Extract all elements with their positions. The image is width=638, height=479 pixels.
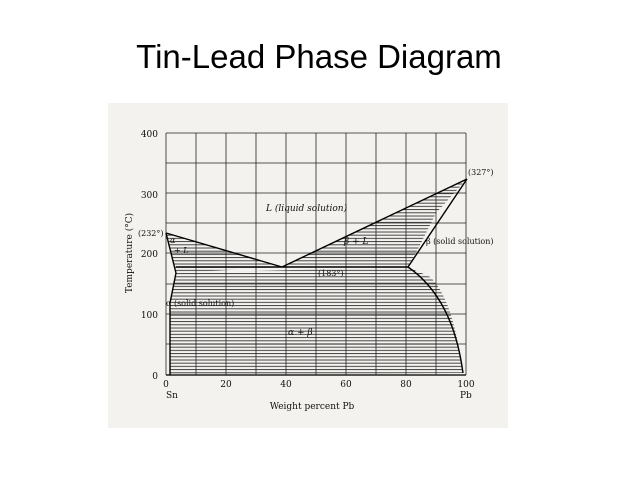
x-tick-80: 80 — [400, 380, 412, 390]
y-tick-100: 100 — [141, 311, 158, 321]
solid-region-hatch — [170, 267, 463, 375]
grid — [165, 132, 467, 376]
pb-melting-point-label: (327°) — [468, 168, 494, 177]
phase-diagram-figure: 400 300 200 100 0 Temperature (°C) 0 20 … — [108, 103, 508, 428]
y-tick-200: 200 — [141, 250, 158, 260]
solvus-alpha — [169, 272, 177, 375]
solidus-alpha — [165, 232, 177, 274]
slide-title: Tin-Lead Phase Diagram — [136, 38, 502, 75]
alpha-liquid-label-a: α — [170, 236, 176, 245]
y-tick-300: 300 — [141, 191, 158, 201]
solidus-beta — [407, 178, 468, 268]
x-tick-0: 0 — [163, 380, 169, 390]
x-tick-20: 20 — [220, 380, 232, 390]
x-tick-40: 40 — [280, 380, 292, 390]
beta-region-label: β (solid solution) — [426, 237, 494, 246]
x-tick-100: 100 — [457, 380, 474, 390]
alpha-beta-region-label: α + β — [288, 328, 313, 338]
y-axis-label: Temperature (°C) — [124, 213, 135, 293]
x-end-sn: Sn — [166, 391, 178, 401]
sn-melting-point-label: (232°) — [138, 229, 164, 238]
beta-liquid-label: β + L — [343, 237, 368, 247]
alpha-region-label: α (solid solution) — [166, 299, 234, 308]
phase-diagram-svg: 400 300 200 100 0 Temperature (°C) 0 20 … — [124, 130, 494, 412]
liquid-region-label: L (liquid solution) — [265, 203, 348, 214]
y-tick-0: 0 — [152, 372, 158, 382]
liquidus-left — [165, 232, 283, 268]
alpha-liquid-label-b: + L — [174, 246, 189, 255]
x-axis-label: Weight percent Pb — [270, 402, 355, 412]
y-tick-400: 400 — [141, 130, 158, 140]
x-end-pb: Pb — [460, 391, 472, 401]
x-tick-60: 60 — [340, 380, 352, 390]
eutectic-temperature-label: (183°) — [318, 269, 344, 278]
solvus-beta — [407, 266, 464, 374]
liquidus-right — [281, 178, 468, 268]
